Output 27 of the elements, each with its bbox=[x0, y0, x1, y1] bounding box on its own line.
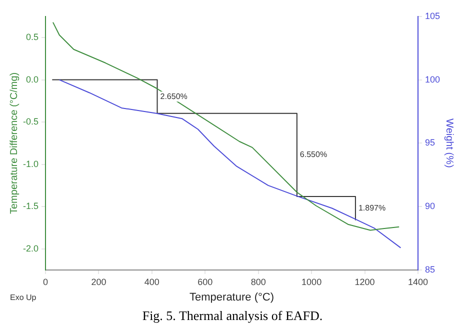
y-tick-label: -2.0 bbox=[22, 243, 39, 254]
y-tick-label: -0.5 bbox=[22, 116, 39, 127]
caption: Fig. 5. Thermal analysis of EAFD. bbox=[141, 308, 324, 324]
x-tick-label: 200 bbox=[91, 276, 106, 287]
y2-tick-label: 95 bbox=[424, 138, 435, 148]
x-tick-label: 600 bbox=[198, 276, 213, 287]
x-tick-label: 1200 bbox=[354, 276, 375, 287]
x-tick-label: 1400 bbox=[408, 276, 428, 287]
y-tick-label: 0.0 bbox=[26, 74, 39, 84]
y2-tick-label: 105 bbox=[424, 10, 440, 21]
y2-tick-label: 100 bbox=[424, 74, 440, 84]
y-tick-label: 0.5 bbox=[26, 32, 39, 42]
x-tick-label: 400 bbox=[144, 276, 160, 287]
y-axis-title: Temperature Difference (°C/mg) bbox=[8, 72, 20, 214]
y-tick-label: -1.5 bbox=[22, 201, 39, 212]
x-tick-label: 0 bbox=[43, 276, 48, 287]
y2-tick-label: 90 bbox=[424, 201, 435, 212]
annotation: 2.650% bbox=[160, 92, 188, 101]
y-tick-label: -1.0 bbox=[22, 158, 39, 169]
annotation: 1.897% bbox=[358, 203, 386, 212]
y2-axis-title: Weight (%) bbox=[443, 118, 454, 168]
annotation: 6.550% bbox=[300, 150, 328, 160]
x-axis-title: Temperature (°C) bbox=[190, 291, 274, 304]
x-tick-label: 800 bbox=[250, 276, 266, 287]
y2-tick-label: 85 bbox=[424, 264, 435, 274]
x-tick-label: 1000 bbox=[302, 276, 322, 287]
text: Exo Up bbox=[10, 293, 37, 302]
